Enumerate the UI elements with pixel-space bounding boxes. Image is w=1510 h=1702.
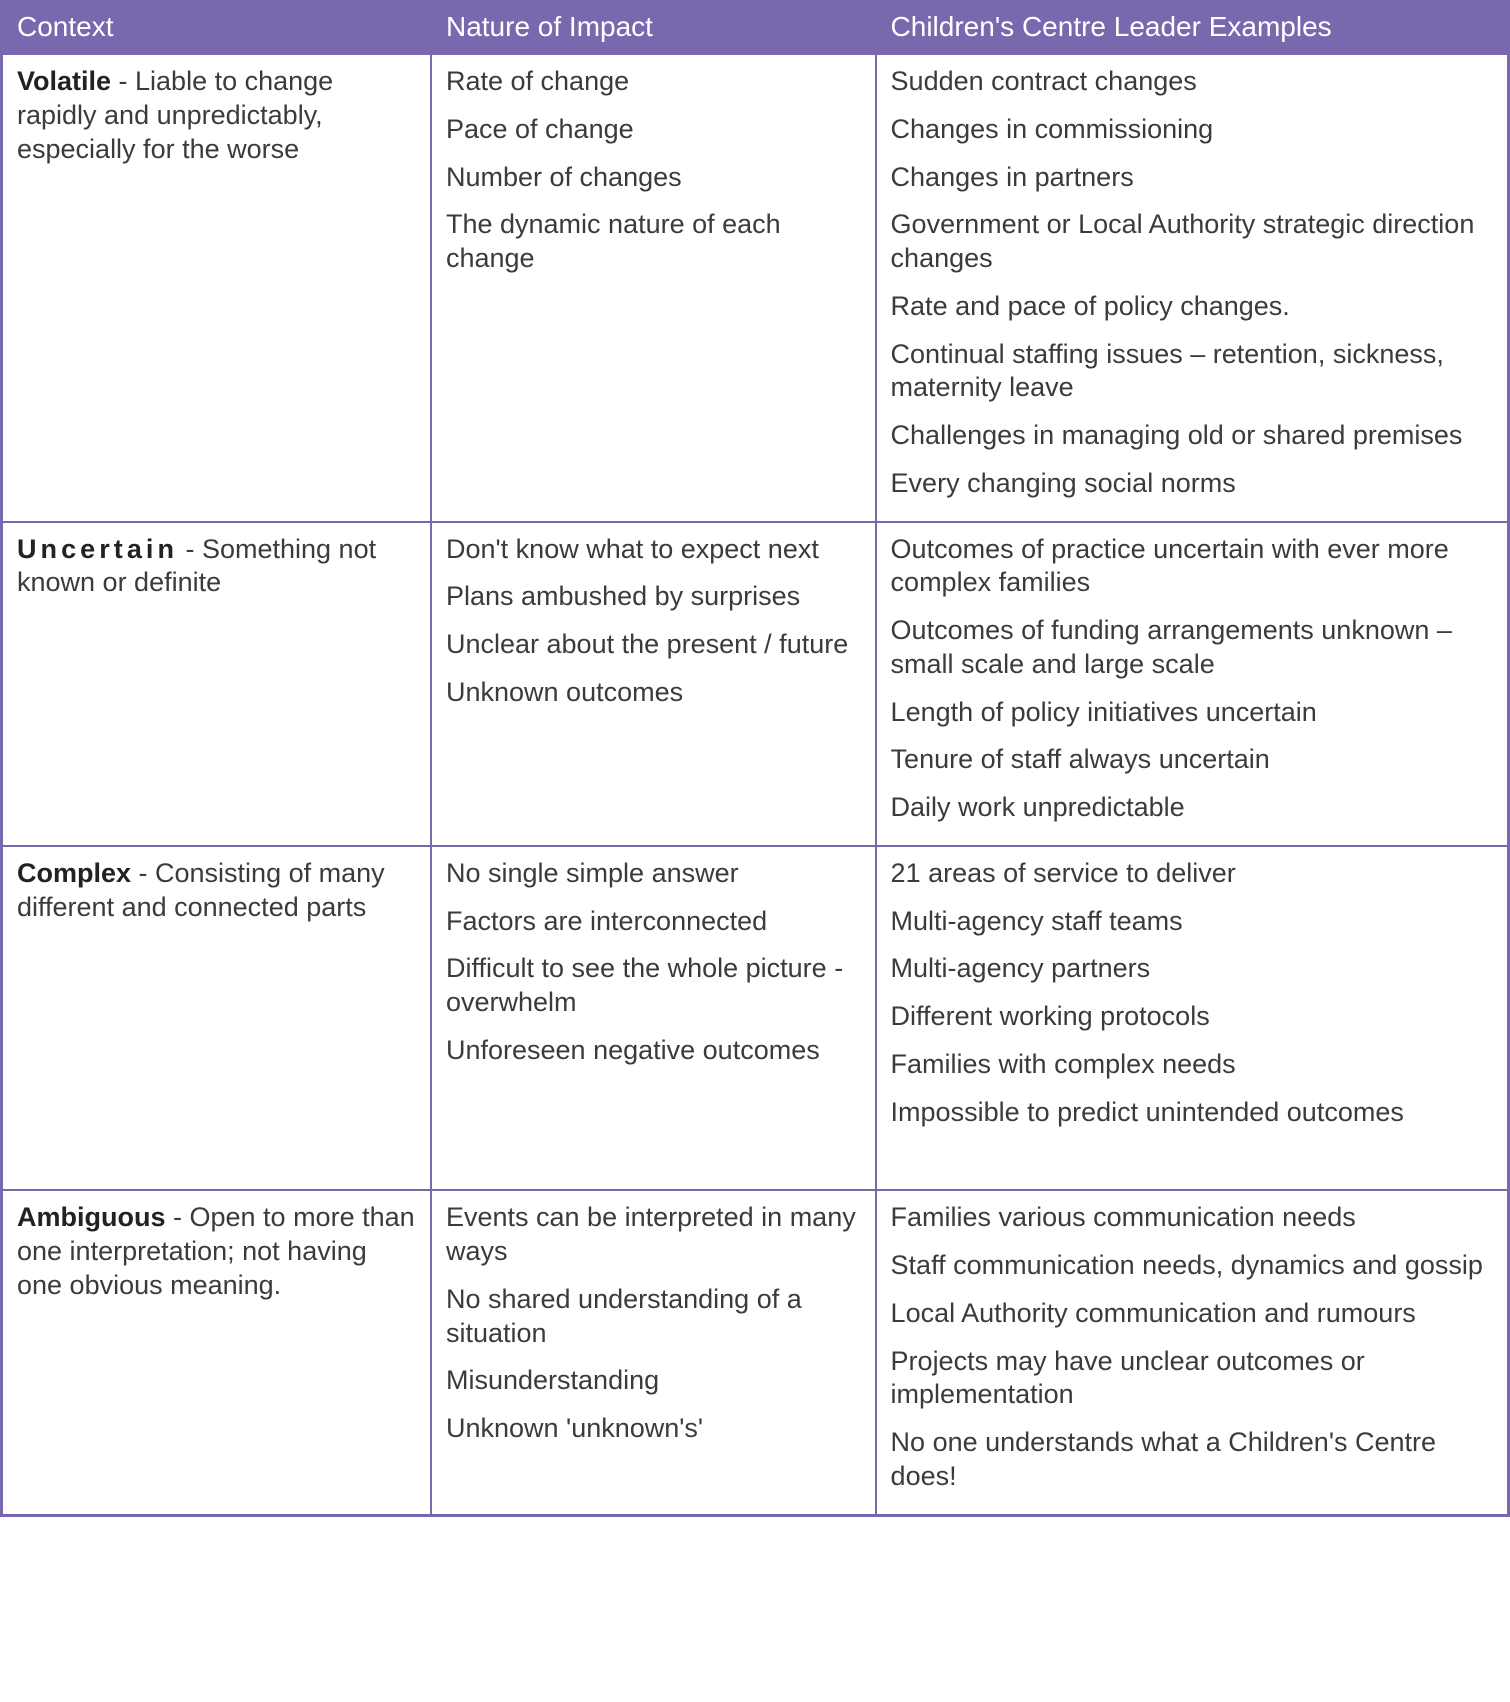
impact-item: Factors are interconnected bbox=[446, 905, 861, 939]
impact-item: Misunderstanding bbox=[446, 1364, 861, 1398]
context-text: Ambiguous - Open to more than one interp… bbox=[17, 1201, 416, 1302]
impact-item: Number of changes bbox=[446, 161, 861, 195]
cell-examples: Families various communication needs Staf… bbox=[876, 1190, 1509, 1515]
cell-examples: 21 areas of service to deliver Multi-agen… bbox=[876, 846, 1509, 1191]
context-term: Ambiguous bbox=[17, 1202, 166, 1232]
example-item: Challenges in managing old or shared pre… bbox=[891, 419, 1493, 453]
example-item: Local Authority communication and rumour… bbox=[891, 1297, 1493, 1331]
cell-context: Volatile - Liable to change rapidly and … bbox=[2, 54, 431, 522]
impact-item: Pace of change bbox=[446, 113, 861, 147]
example-item: Changes in partners bbox=[891, 161, 1493, 195]
example-item: Every changing social norms bbox=[891, 467, 1493, 501]
example-item: Outcomes of practice uncertain with ever… bbox=[891, 533, 1493, 601]
cell-impact: No single simple answer Factors are inter… bbox=[431, 846, 876, 1191]
table-row: Volatile - Liable to change rapidly and … bbox=[2, 54, 1509, 522]
table-header: Context Nature of Impact Children's Cent… bbox=[2, 2, 1509, 55]
table-body: Volatile - Liable to change rapidly and … bbox=[2, 54, 1509, 1515]
cell-examples: Outcomes of practice uncertain with ever… bbox=[876, 522, 1509, 846]
vuca-table: Context Nature of Impact Children's Cent… bbox=[0, 0, 1510, 1517]
cell-impact: Rate of change Pace of change Number of ch… bbox=[431, 54, 876, 522]
context-term: Uncertain bbox=[17, 534, 178, 564]
impact-item: Unclear about the present / future bbox=[446, 628, 861, 662]
example-item: Multi-agency staff teams bbox=[891, 905, 1493, 939]
impact-item: No single simple answer bbox=[446, 857, 861, 891]
impact-item: Difficult to see the whole picture - ove… bbox=[446, 952, 861, 1020]
impact-item: Events can be interpreted in many ways bbox=[446, 1201, 861, 1269]
cell-impact: Don't know what to expect next Plans ambu… bbox=[431, 522, 876, 846]
example-item: Changes in commissioning bbox=[891, 113, 1493, 147]
cell-context: Uncertain - Something not known or defin… bbox=[2, 522, 431, 846]
example-item: Continual staffing issues – retention, s… bbox=[891, 338, 1493, 406]
example-item: Rate and pace of policy changes. bbox=[891, 290, 1493, 324]
impact-item: Unknown 'unknown's' bbox=[446, 1412, 861, 1446]
example-item: Tenure of staff always uncertain bbox=[891, 743, 1493, 777]
table-row: Ambiguous - Open to more than one interp… bbox=[2, 1190, 1509, 1515]
impact-item: Unknown outcomes bbox=[446, 676, 861, 710]
cell-impact: Events can be interpreted in many ways No… bbox=[431, 1190, 876, 1515]
column-header-context: Context bbox=[2, 2, 431, 55]
example-item: Families with complex needs bbox=[891, 1048, 1493, 1082]
column-header-impact: Nature of Impact bbox=[431, 2, 876, 55]
example-item: Government or Local Authority strategic … bbox=[891, 208, 1493, 276]
context-term: Complex bbox=[17, 858, 131, 888]
context-term: Volatile bbox=[17, 66, 111, 96]
example-item: Sudden contract changes bbox=[891, 65, 1493, 99]
cell-context: Complex - Consisting of many different a… bbox=[2, 846, 431, 1191]
example-item: 21 areas of service to deliver bbox=[891, 857, 1493, 891]
example-item: Impossible to predict unintended outcome… bbox=[891, 1096, 1493, 1130]
context-text: Complex - Consisting of many different a… bbox=[17, 857, 416, 925]
context-text: Uncertain - Something not known or defin… bbox=[17, 533, 416, 601]
cell-examples: Sudden contract changes Changes in commis… bbox=[876, 54, 1509, 522]
cell-context: Ambiguous - Open to more than one interp… bbox=[2, 1190, 431, 1515]
context-text: Volatile - Liable to change rapidly and … bbox=[17, 65, 416, 166]
impact-item: No shared understanding of a situation bbox=[446, 1283, 861, 1351]
table-row: Complex - Consisting of many different a… bbox=[2, 846, 1509, 1191]
table-row: Uncertain - Something not known or defin… bbox=[2, 522, 1509, 846]
example-item: No one understands what a Children's Cen… bbox=[891, 1426, 1493, 1494]
impact-item: Don't know what to expect next bbox=[446, 533, 861, 567]
column-header-examples: Children's Centre Leader Examples bbox=[876, 2, 1509, 55]
impact-item: Rate of change bbox=[446, 65, 861, 99]
page-container: Context Nature of Impact Children's Cent… bbox=[0, 0, 1510, 1517]
example-item: Staff communication needs, dynamics and … bbox=[891, 1249, 1493, 1283]
impact-item: Plans ambushed by surprises bbox=[446, 580, 861, 614]
example-item: Families various communication needs bbox=[891, 1201, 1493, 1235]
example-item: Daily work unpredictable bbox=[891, 791, 1493, 825]
example-item: Multi-agency partners bbox=[891, 952, 1493, 986]
example-item: Projects may have unclear outcomes or im… bbox=[891, 1345, 1493, 1413]
example-item: Length of policy initiatives uncertain bbox=[891, 696, 1493, 730]
impact-item: Unforeseen negative outcomes bbox=[446, 1034, 861, 1068]
example-item: Outcomes of funding arrangements unknown… bbox=[891, 614, 1493, 682]
example-item: Different working protocols bbox=[891, 1000, 1493, 1034]
impact-item: The dynamic nature of each change bbox=[446, 208, 861, 276]
